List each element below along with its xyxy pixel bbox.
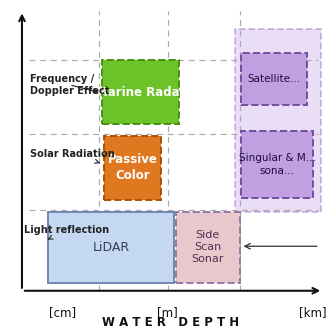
Bar: [241, 131, 313, 199]
Bar: [176, 212, 240, 283]
Text: Singular & M...
sona...: Singular & M... sona...: [239, 154, 316, 176]
Bar: [104, 136, 161, 200]
Text: [km]: [km]: [300, 306, 327, 319]
Text: [m]: [m]: [157, 306, 178, 319]
Bar: [235, 29, 321, 212]
Text: Marine Radar: Marine Radar: [96, 86, 185, 99]
Text: Satellite...: Satellite...: [248, 74, 301, 84]
Text: LiDAR: LiDAR: [93, 241, 130, 254]
Text: Light reflection: Light reflection: [24, 225, 109, 239]
Bar: [241, 53, 307, 105]
Text: Solar Radiation: Solar Radiation: [29, 149, 114, 163]
Text: [cm]: [cm]: [49, 306, 76, 319]
Text: Passive
Color: Passive Color: [108, 154, 157, 182]
Bar: [48, 212, 174, 283]
Text: Frequency /
Doppler Effect: Frequency / Doppler Effect: [29, 74, 109, 96]
Bar: [102, 60, 179, 124]
Text: W A T E R   D E P T H: W A T E R D E P T H: [102, 316, 239, 329]
Text: Side
Scan
Sonar: Side Scan Sonar: [192, 230, 224, 264]
